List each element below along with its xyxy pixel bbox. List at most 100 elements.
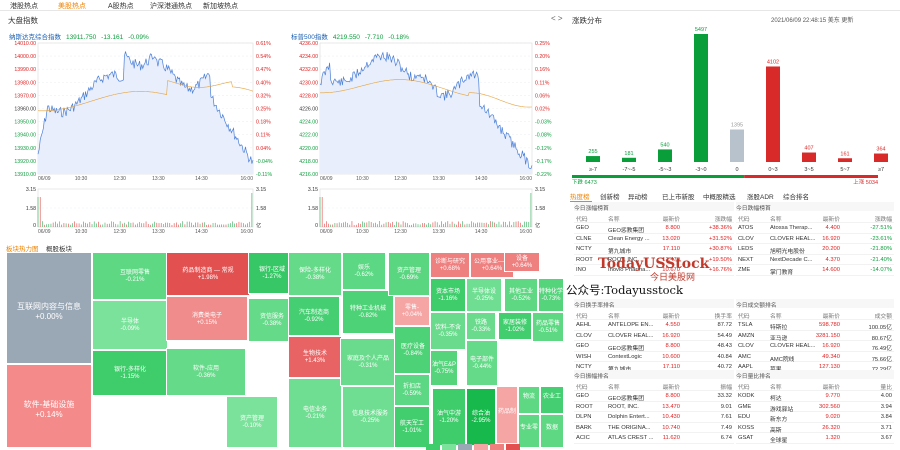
heatmap-tile[interactable]: 设备 +0.64%	[504, 252, 540, 272]
sp500-price: 4219.550	[332, 34, 360, 41]
heatmap-tile[interactable]: 物流	[518, 386, 540, 414]
table-row[interactable]: INO Inovio Pharma... 10.670 +16.76%	[574, 265, 734, 276]
table-row[interactable]: CLNE Clean Energy ... 13.020 +31.52%	[574, 234, 734, 244]
nasdaq-header[interactable]: 纳斯达克综合指数 13911.750 -13.161 -0.09%	[9, 31, 149, 41]
table-row[interactable]: CLOV CLOVER HEAL... 16.920 76.49亿	[736, 341, 894, 352]
heatmap-tile[interactable]: 信息技术服务 -0.25%	[342, 386, 398, 448]
table-row[interactable]: NCTY 第九城市 17.110 +30.87%	[574, 244, 734, 255]
table-row[interactable]: EDU 新东方 9.020 3.84	[736, 412, 894, 423]
rank-tab[interactable]: 综合排名	[783, 194, 809, 201]
heatmap-tile[interactable]: 药品零售 -0.51%	[532, 312, 564, 342]
heatmap-tile[interactable]: 互联网内容与信息 +0.00%	[6, 252, 92, 364]
heatmap-tile[interactable]: 消费类电子 +0.15%	[166, 296, 248, 341]
heatmap-tile[interactable]: 家居装修 -1.02%	[498, 312, 532, 340]
table-row[interactable]: AEHL ANTELOPE EN... 4.550 87.72	[574, 320, 734, 331]
heatmap-tile[interactable]: 软件-基础设施 +0.14%	[6, 364, 92, 448]
heatmap-tile[interactable]: 药品制	[496, 386, 518, 444]
cell-name: 全球星	[770, 438, 788, 444]
price-area	[38, 51, 253, 174]
table-row[interactable]: CLOV CLOVER HEAL... 16.920 54.49	[574, 331, 734, 341]
table-row[interactable]: DLPN Dolphin Entert... 10.430 7.61	[574, 412, 734, 423]
heatmap-tile[interactable]: 铁路 -0.33%	[466, 312, 496, 340]
tab-hk-hot[interactable]: 港股热点	[10, 3, 38, 10]
cell-name: ANTELOPE EN...	[608, 322, 654, 328]
dist-chart[interactable]: 255 ≥-7 181 -7~-5 540 -5~-3 5497 -3~0 1395 0 4102 0…	[572, 22, 892, 184]
heatmap-tile[interactable]: 数据	[540, 414, 564, 448]
cell-name: 游戏驿站	[770, 406, 794, 413]
heatmap-tile[interactable]: 资本市场 -1.16%	[430, 278, 466, 312]
heatmap-tile[interactable]: 药品制造商 — 常规 +1.98%	[166, 252, 250, 296]
table-row[interactable]: GSAT 全球星 1.320 3.67	[736, 433, 894, 444]
table-row[interactable]: AMC AMC院线 49.340 75.66亿	[736, 352, 894, 363]
table-row[interactable]: GEO GEO惩教集团 8.800 48.43	[574, 341, 734, 352]
heatmap-tile[interactable]: 互联网零售 -0.21%	[92, 252, 178, 300]
table-row[interactable]: LEDS 旭明光电股份 20.200 -21.80%	[736, 244, 894, 255]
rank-tab[interactable]: 异动榜	[628, 194, 648, 201]
tab-sg-hot[interactable]: 新加坡热点	[203, 3, 238, 10]
heatmap-tile[interactable]: 保险-多样化 -0.38%	[288, 252, 342, 296]
heatmap-tile[interactable]: 航天军工 -1.01%	[394, 406, 430, 448]
table-row[interactable]: BARK THE ORIGINA... 10.740 7.49	[574, 423, 734, 433]
heatmap-tile[interactable]: 电子部件 -0.44%	[466, 340, 498, 386]
legend-chip	[506, 444, 520, 450]
nasdaq-chart[interactable]: 14010.00 0.61% 14000.00 0.54% 13990.00 0.47% 1…	[8, 39, 285, 237]
heatmap-tile[interactable]: 专业零	[518, 414, 540, 448]
concept-tab[interactable]: 概股板块	[46, 246, 72, 253]
heatmap-tile[interactable]: 农业工	[540, 386, 564, 414]
x-tick: 14:30	[195, 229, 208, 235]
heatmap-tile[interactable]: 折扣店 -0.59%	[394, 374, 430, 406]
table-row[interactable]: ROOT ROOT, INC. 13.470 9.01	[574, 402, 734, 412]
heatmap-tile[interactable]: 综合油 -2.95%	[466, 388, 496, 446]
rank-tab[interactable]: 已上市新股	[662, 194, 695, 201]
heatmap-tile[interactable]: 娱乐 -0.62%	[342, 252, 386, 290]
sp500-chart[interactable]: 4236.00 0.25% 4234.00 0.20% 4232.00 0.16% 4230…	[290, 39, 564, 237]
heatmap-tile[interactable]: 其他工业 -0.52%	[504, 278, 538, 312]
table-row[interactable]: KOSS 高斯 26.320 3.71	[736, 423, 894, 434]
table-row[interactable]: GEO GEO惩教集团 8.800 +38.36%	[574, 223, 734, 234]
heatmap-tile[interactable]: 资产管理 -0.69%	[388, 252, 430, 296]
heatmap-tile[interactable]: 特种工业机械 -0.82%	[342, 290, 394, 334]
table-row[interactable]: GME 游戏驿站 302.560 3.94	[736, 402, 894, 413]
table-row[interactable]: GEO GEO惩教集团 8.800 33.32	[574, 391, 734, 402]
table-row[interactable]: ZME 掌门教育 14.600 -14.07%	[736, 265, 894, 276]
heatmap-tile[interactable]: 银行-多样化 -1.15%	[92, 350, 168, 396]
rank-tab[interactable]: 中概股精选	[703, 194, 736, 201]
table-row[interactable]: ROOT ROOT, INC. 13.470 +19.50%	[574, 255, 734, 265]
table-row[interactable]: ACIC ATLAS CREST ... 11.620 6.74	[574, 433, 734, 444]
heatmap-tile[interactable]: 生物技术 +1.43%	[288, 336, 342, 378]
heatmap-tile[interactable]: 资产管理 -0.10%	[226, 396, 278, 448]
rank-tab[interactable]: 涨股ADR	[747, 194, 774, 201]
heatmap-tile[interactable]: 半导体 -0.09%	[92, 300, 168, 350]
sp500-header[interactable]: 标普500指数 4219.550 -7.710 -0.18%	[291, 31, 409, 41]
tab-us-hot[interactable]: 美股热点	[58, 3, 86, 10]
average-line	[37, 80, 254, 112]
heatmap-tile[interactable]: 软件-应用 -0.36%	[166, 348, 246, 396]
chart-nav-arrows[interactable]: < >	[551, 14, 563, 23]
heatmap-tile[interactable]: 半导体设 -0.25%	[466, 278, 502, 312]
heatmap-tile[interactable]: 特种化学 -0.73%	[538, 278, 564, 312]
table-row[interactable]: WISH ContextLogic 10.600 40.84	[574, 352, 734, 362]
table-row[interactable]: CLOV CLOVER HEAL... 16.920 -23.61%	[736, 234, 894, 244]
heatmap-tile[interactable]: 电信业务 -0.21%	[288, 378, 342, 448]
heatmap-tab[interactable]: 板块热力图	[6, 246, 39, 253]
heatmap-tile[interactable]: 油气中游 -1.20%	[432, 388, 466, 446]
table-row[interactable]: NEXT NextDecade C... 4.370 -21.40%	[736, 255, 894, 265]
heatmap-tile[interactable]: 油气E&P -0.75%	[430, 350, 458, 386]
tab-a-hot[interactable]: A股热点	[108, 3, 134, 10]
cell-price: 127.130	[819, 364, 840, 370]
heatmap-tile[interactable]: 饮料-不含 -0.35%	[430, 312, 466, 350]
rank-tab[interactable]: 热度榜	[570, 194, 590, 201]
heatmap-tile[interactable]: 诊断与研究 +0.68%	[430, 252, 470, 278]
cell-price: 1.320	[825, 435, 840, 441]
tile-value: -0.38%	[305, 275, 325, 281]
table-row[interactable]: ATOS Atossa Therap... 4.400 -27.51%	[736, 223, 894, 234]
table-row[interactable]: AMZN 亚马逊 3281.150 80.67亿	[736, 331, 894, 342]
heatmap-tile[interactable]: 家庭及个人产品 -0.31%	[340, 338, 396, 386]
table-row[interactable]: KODK 柯达 9.770 4.00	[736, 391, 894, 402]
rank-tab[interactable]: 创新榜	[600, 194, 620, 201]
heatmap-tile[interactable]: 汽车制造商 -0.92%	[288, 296, 340, 336]
heatmap-tile[interactable]: 零售- +0.04%	[394, 296, 430, 326]
heatmap-tile[interactable]: 医疗设备 -0.84%	[394, 326, 432, 374]
tab-connect-hot[interactable]: 沪深港通热点	[150, 3, 192, 10]
table-row[interactable]: TSLA 特斯拉 598.780 100.05亿	[736, 320, 894, 331]
